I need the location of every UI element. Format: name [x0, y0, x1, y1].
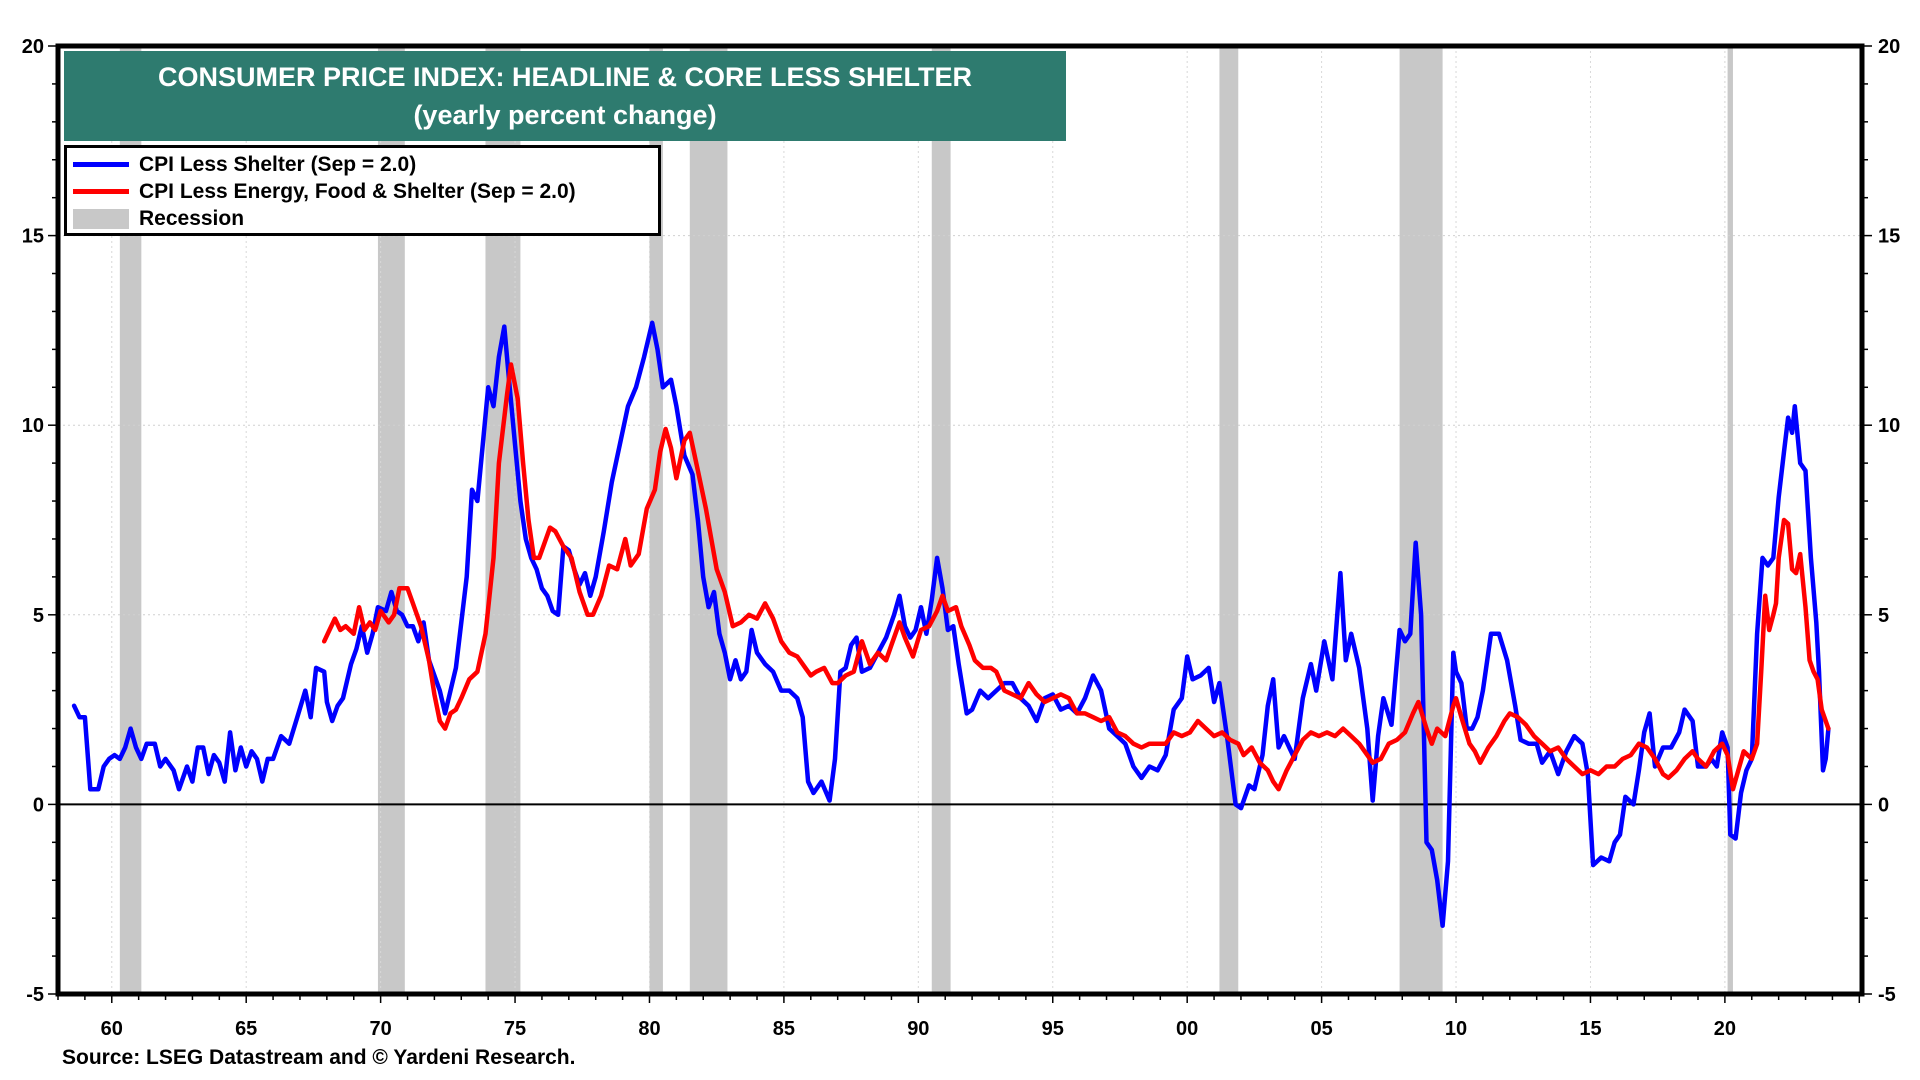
y-tick-label-right: 10: [1878, 415, 1900, 437]
legend-swatch-red-line: [73, 189, 129, 194]
y-tick-label-left: 10: [22, 415, 44, 437]
y-tick-label-left: 5: [33, 605, 44, 627]
y-tick-label-right: -5: [1878, 984, 1896, 1006]
legend-item-cpi-less-energy-food-shelter: CPI Less Energy, Food & Shelter (Sep = 2…: [73, 178, 652, 205]
chart-title: CONSUMER PRICE INDEX: HEADLINE & CORE LE…: [157, 62, 973, 92]
x-tick-label: 90: [907, 1018, 929, 1040]
recession-band: [931, 46, 951, 994]
y-tick-label-left: -5: [26, 984, 44, 1006]
x-tick-label: 20: [1714, 1018, 1736, 1040]
x-tick-label: 80: [638, 1018, 660, 1040]
y-tick-label-right: 20: [1878, 36, 1900, 58]
recession-band: [119, 46, 142, 994]
source-note: Source: LSEG Datastream and © Yardeni Re…: [62, 1046, 576, 1069]
y-tick-label-left: 15: [22, 226, 44, 248]
x-tick-label: 65: [235, 1018, 257, 1040]
legend-label: Recession: [139, 206, 245, 230]
y-tick-label-right: 15: [1878, 226, 1900, 248]
x-tick-label: 15: [1579, 1018, 1601, 1040]
plot-frame: [55, 43, 1865, 997]
legend: CPI Less Shelter (Sep = 2.0) CPI Less En…: [64, 145, 661, 236]
y-tick-label-left: 20: [22, 36, 44, 58]
legend-item-cpi-less-shelter: CPI Less Shelter (Sep = 2.0): [73, 151, 652, 178]
x-tick-label: 10: [1445, 1018, 1467, 1040]
y-tick-label-right: 0: [1878, 794, 1889, 816]
recession-band: [649, 46, 663, 994]
series-lines: [71, 320, 1831, 928]
x-tick-label: 60: [101, 1018, 123, 1040]
legend-label: CPI Less Shelter (Sep = 2.0): [139, 152, 417, 176]
recession-band: [1219, 46, 1239, 994]
x-tick-label: 75: [504, 1018, 526, 1040]
legend-swatch-blue-line: [73, 162, 129, 167]
chart-title-box: CONSUMER PRICE INDEX: HEADLINE & CORE LE…: [64, 51, 1066, 141]
x-tick-label: 05: [1310, 1018, 1332, 1040]
recession-bands: [119, 46, 1733, 994]
legend-item-recession: Recession: [73, 205, 652, 232]
recession-band: [1399, 46, 1443, 994]
series-line-cpi-less-energy-food-shelter: [321, 362, 1831, 792]
y-tick-label-right: 5: [1878, 605, 1889, 627]
legend-label: CPI Less Energy, Food & Shelter (Sep = 2…: [139, 179, 576, 203]
chart-subtitle: (yearly percent change): [413, 100, 717, 130]
legend-swatch-recession: [73, 208, 129, 229]
recession-band: [1727, 46, 1733, 994]
x-tick-label: 95: [1042, 1018, 1064, 1040]
x-tick-label: 00: [1176, 1018, 1198, 1040]
x-tick-label: 85: [773, 1018, 795, 1040]
y-tick-label-left: 0: [33, 794, 44, 816]
x-tick-label: 70: [369, 1018, 391, 1040]
